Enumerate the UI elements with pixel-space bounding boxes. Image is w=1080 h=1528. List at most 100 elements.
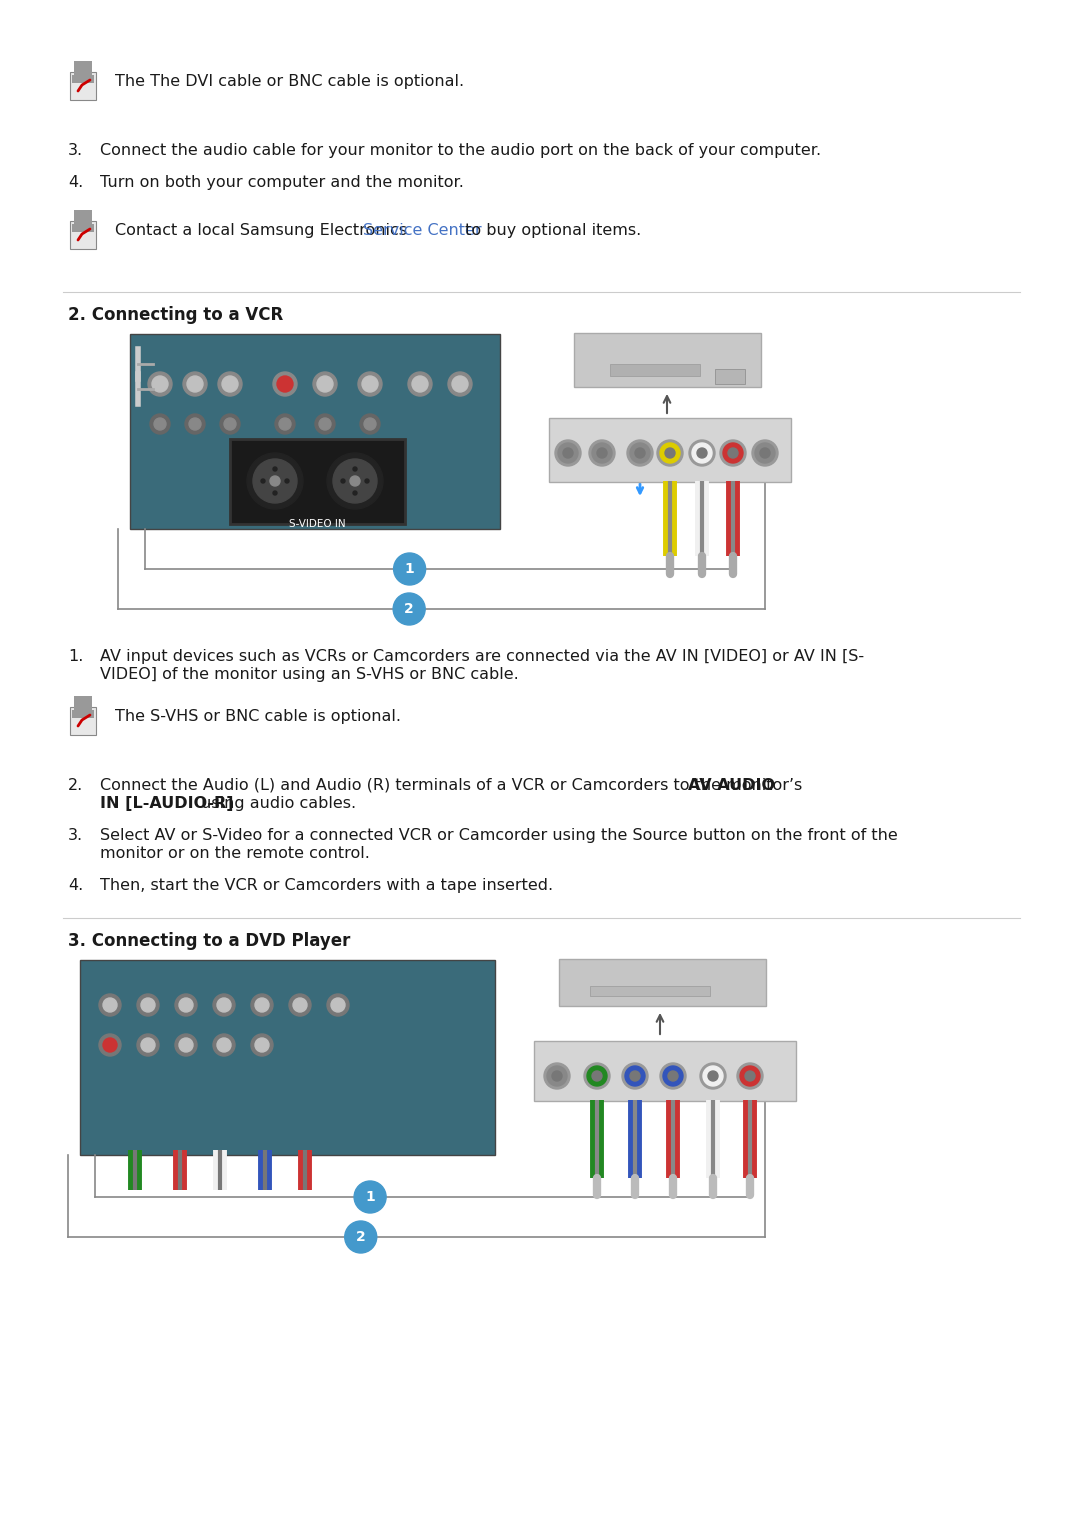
Circle shape (660, 443, 680, 463)
Circle shape (408, 371, 432, 396)
Text: AUDIO OUT: AUDIO OUT (726, 1047, 774, 1056)
Text: VIDEO] of the monitor using an S-VHS or BNC cable.: VIDEO] of the monitor using an S-VHS or … (100, 668, 518, 681)
Circle shape (318, 376, 333, 393)
Circle shape (253, 458, 297, 503)
Text: Turn on both your computer and the monitor.: Turn on both your computer and the monit… (100, 176, 464, 189)
Circle shape (544, 1063, 570, 1089)
Circle shape (327, 995, 349, 1016)
Circle shape (597, 448, 607, 458)
Text: AUDIO OUT: AUDIO OUT (728, 423, 771, 432)
Circle shape (213, 995, 235, 1016)
Circle shape (350, 477, 360, 486)
Circle shape (635, 448, 645, 458)
Circle shape (720, 440, 746, 466)
Text: 2. Connecting to a VCR: 2. Connecting to a VCR (68, 306, 283, 324)
Text: 3.: 3. (68, 144, 83, 157)
Circle shape (345, 1221, 377, 1253)
Text: Connect the Audio (L) and Audio (R) terminals of a VCR or Camcorders to the moni: Connect the Audio (L) and Audio (R) term… (100, 778, 808, 793)
Circle shape (665, 448, 675, 458)
Text: 2: 2 (404, 602, 414, 616)
Circle shape (362, 376, 378, 393)
Circle shape (76, 697, 90, 711)
Text: 4.: 4. (68, 176, 83, 189)
FancyBboxPatch shape (70, 72, 96, 99)
Circle shape (293, 998, 307, 1012)
Circle shape (669, 1071, 678, 1080)
Text: monitor or on the remote control.: monitor or on the remote control. (100, 847, 369, 860)
FancyBboxPatch shape (130, 335, 500, 529)
Circle shape (141, 1038, 156, 1051)
Circle shape (760, 448, 770, 458)
Circle shape (357, 371, 382, 396)
Circle shape (279, 419, 291, 429)
Circle shape (365, 478, 369, 483)
Circle shape (588, 1067, 607, 1086)
Circle shape (627, 440, 653, 466)
Circle shape (103, 998, 117, 1012)
Circle shape (584, 1063, 610, 1089)
Circle shape (341, 478, 345, 483)
Circle shape (275, 414, 295, 434)
Circle shape (663, 1067, 683, 1086)
FancyBboxPatch shape (559, 960, 766, 1005)
Circle shape (592, 1071, 602, 1080)
FancyBboxPatch shape (70, 707, 96, 735)
Circle shape (319, 419, 330, 429)
Text: COMPONENT: COMPONENT (608, 1047, 662, 1056)
Circle shape (222, 376, 238, 393)
Text: S-VIDEO OUT  VIDEO OUT: S-VIDEO OUT VIDEO OUT (618, 423, 698, 428)
Circle shape (189, 419, 201, 429)
Circle shape (148, 371, 172, 396)
FancyBboxPatch shape (72, 225, 94, 232)
Circle shape (175, 995, 197, 1016)
Circle shape (224, 419, 237, 429)
Text: 4.: 4. (68, 879, 83, 892)
Circle shape (697, 448, 707, 458)
Circle shape (755, 443, 775, 463)
Circle shape (592, 443, 612, 463)
Circle shape (251, 995, 273, 1016)
Circle shape (558, 443, 578, 463)
Text: S-VIDEO IN: S-VIDEO IN (288, 520, 346, 529)
Text: Connect the audio cable for your monitor to the audio port on the back of your c: Connect the audio cable for your monitor… (100, 144, 821, 157)
Text: ANT IN: ANT IN (555, 423, 581, 432)
FancyBboxPatch shape (72, 711, 94, 718)
Circle shape (393, 553, 426, 585)
FancyBboxPatch shape (75, 61, 92, 75)
Circle shape (220, 414, 240, 434)
Circle shape (737, 1063, 762, 1089)
Circle shape (546, 1067, 567, 1086)
Circle shape (99, 995, 121, 1016)
Circle shape (708, 1071, 718, 1080)
Text: to buy optional items.: to buy optional items. (460, 223, 642, 238)
Text: Contact a local Samsung Electronics: Contact a local Samsung Electronics (114, 223, 413, 238)
Circle shape (276, 376, 293, 393)
Circle shape (692, 443, 712, 463)
Circle shape (103, 1038, 117, 1051)
Text: IN [L-AUDIO-R]: IN [L-AUDIO-R] (100, 796, 233, 811)
Circle shape (622, 1063, 648, 1089)
Text: ANT OUT: ANT OUT (585, 423, 619, 432)
Text: The The DVI cable or BNC cable is optional.: The The DVI cable or BNC cable is option… (114, 73, 464, 89)
Circle shape (255, 998, 269, 1012)
Circle shape (448, 371, 472, 396)
Circle shape (354, 1181, 387, 1213)
Circle shape (752, 440, 778, 466)
Circle shape (273, 468, 276, 471)
Circle shape (273, 490, 276, 495)
Circle shape (563, 448, 573, 458)
Circle shape (728, 448, 738, 458)
Circle shape (330, 998, 345, 1012)
Text: 1: 1 (365, 1190, 375, 1204)
FancyBboxPatch shape (72, 75, 94, 83)
Circle shape (353, 468, 357, 471)
Circle shape (285, 478, 289, 483)
Circle shape (630, 443, 650, 463)
Text: AV input devices such as VCRs or Camcorders are connected via the AV IN [VIDEO] : AV input devices such as VCRs or Camcord… (100, 649, 864, 665)
FancyBboxPatch shape (590, 986, 710, 996)
Circle shape (141, 998, 156, 1012)
FancyBboxPatch shape (75, 209, 92, 225)
FancyBboxPatch shape (70, 222, 96, 249)
Circle shape (353, 490, 357, 495)
Circle shape (137, 995, 159, 1016)
